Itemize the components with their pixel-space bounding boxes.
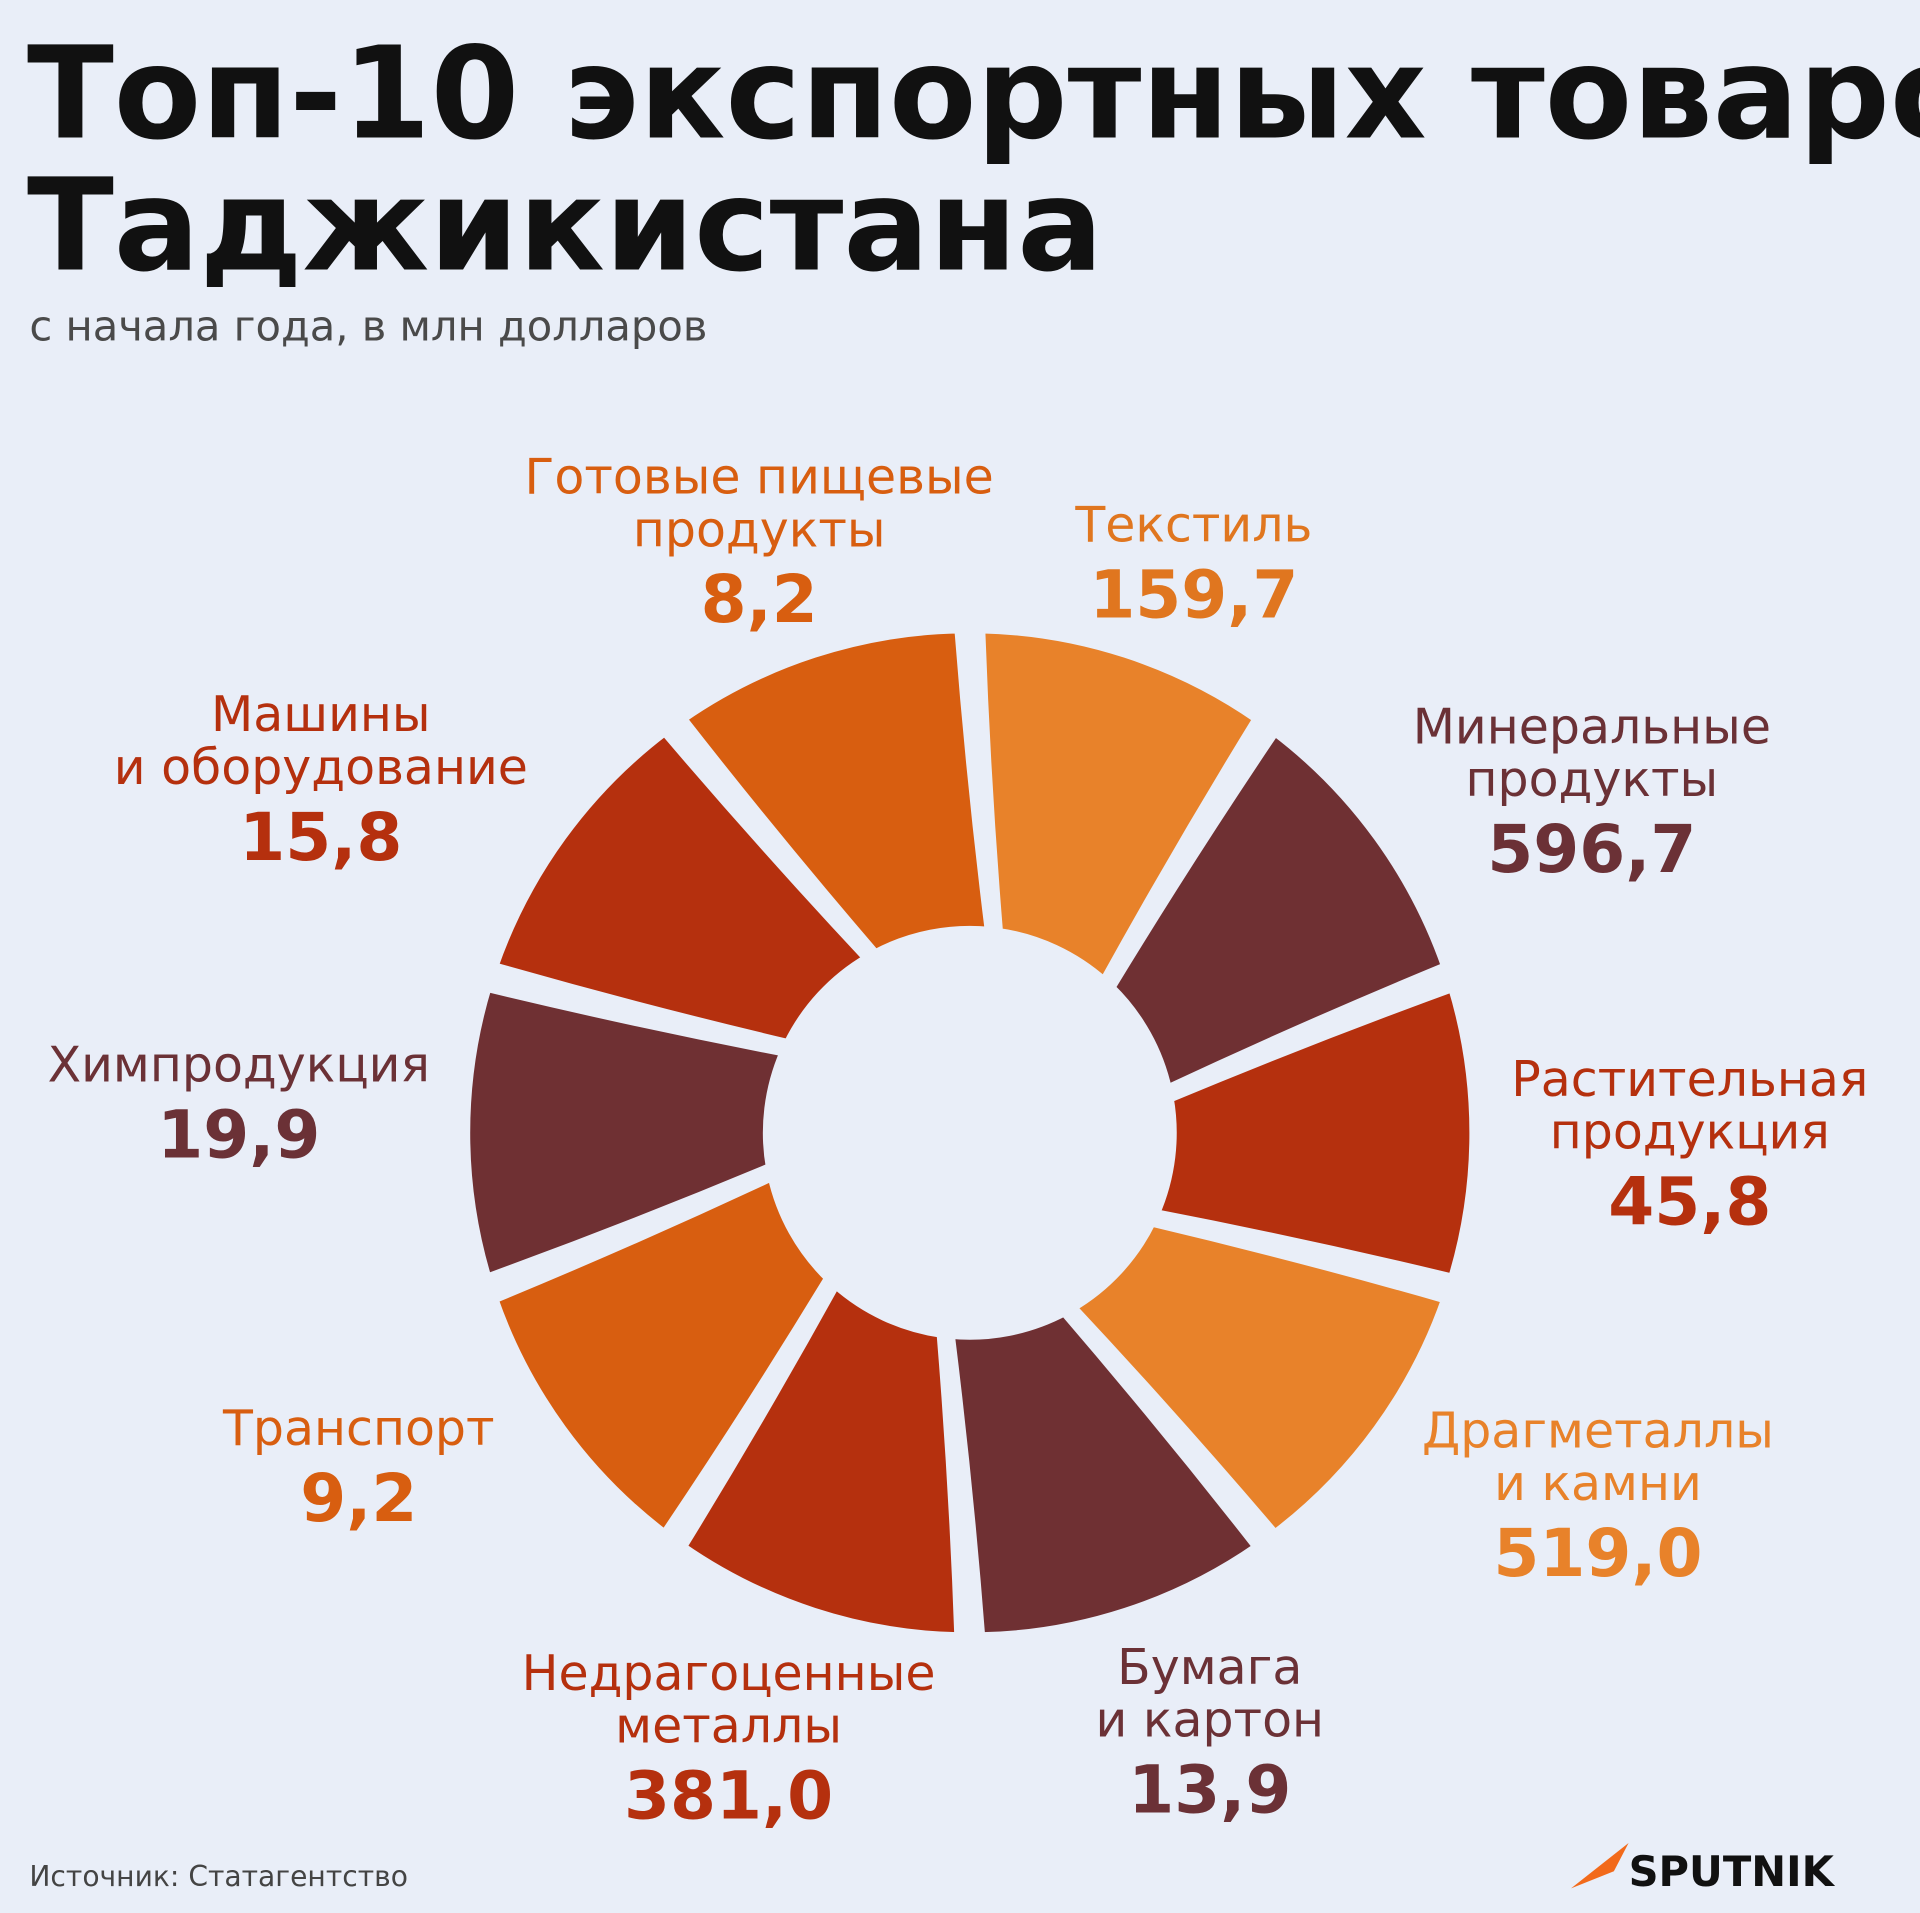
item-label: Текстиль — [1074, 496, 1312, 553]
item-label: металлы — [615, 1698, 842, 1755]
item-value: 159,7 — [1089, 556, 1298, 633]
item-label: и оборудование — [114, 739, 528, 796]
labels: Текстиль159,7Минеральныепродукты596,7Рас… — [48, 449, 1869, 1835]
segment — [675, 1275, 965, 1643]
item-label: Машины — [211, 686, 431, 743]
item-label: Минеральные — [1413, 698, 1771, 755]
subtitle: с начала года, в млн долларов — [29, 302, 707, 351]
item-label: Бумага — [1117, 1639, 1302, 1696]
item-value: 8,2 — [701, 561, 818, 638]
segment — [1104, 723, 1453, 1097]
item-label: Транспорт — [222, 1400, 495, 1457]
item-value: 519,0 — [1493, 1515, 1702, 1592]
segment — [944, 1305, 1265, 1643]
segment — [487, 1168, 836, 1542]
item-label: Химпродукция — [48, 1036, 430, 1093]
item-label: Растительная — [1511, 1051, 1868, 1108]
donut-hole — [770, 933, 1170, 1333]
donut — [460, 623, 1480, 1643]
item-label: Готовые пищевые — [525, 449, 994, 506]
item-value: 596,7 — [1487, 811, 1696, 888]
title-line: Топ-10 экспортных товаров — [27, 20, 1920, 168]
segment — [1064, 1215, 1453, 1542]
item-value: 45,8 — [1608, 1164, 1771, 1241]
item-value: 15,8 — [239, 799, 402, 876]
item-label: и картон — [1096, 1692, 1325, 1749]
title-line: Таджикистана — [27, 153, 1103, 301]
item-label: Недрагоценные — [522, 1645, 936, 1702]
logo: SPUTNIK — [1629, 1847, 1836, 1896]
item-value: 381,0 — [624, 1758, 833, 1835]
item-label: продукты — [1466, 751, 1719, 808]
item-label: продукты — [633, 501, 886, 558]
item-label: и камни — [1494, 1455, 1702, 1512]
source: Источник: Статагентство — [29, 1860, 408, 1893]
item-value: 13,9 — [1128, 1751, 1291, 1828]
segment — [975, 623, 1265, 990]
segment — [674, 623, 996, 961]
segment — [1147, 980, 1480, 1285]
segment — [487, 724, 876, 1050]
segment — [460, 981, 792, 1286]
item-label: Драгметаллы — [1422, 1403, 1774, 1460]
item-label: продукция — [1550, 1104, 1830, 1161]
item-value: 9,2 — [300, 1460, 417, 1537]
item-value: 19,9 — [157, 1096, 320, 1173]
